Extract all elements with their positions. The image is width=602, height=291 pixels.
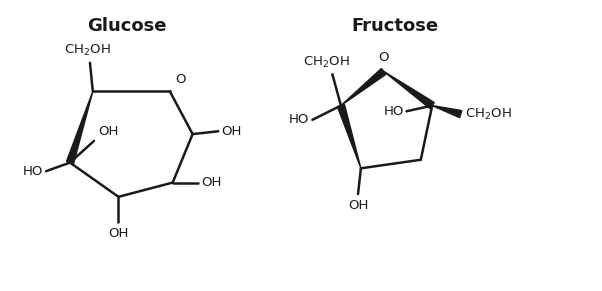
- Text: Fructose: Fructose: [352, 17, 439, 35]
- Text: CH$_2$OH: CH$_2$OH: [64, 43, 110, 58]
- Text: HO: HO: [383, 105, 404, 118]
- Text: OH: OH: [221, 125, 241, 138]
- Text: HO: HO: [289, 113, 309, 126]
- Polygon shape: [383, 71, 434, 109]
- Text: Glucose: Glucose: [87, 17, 167, 35]
- Polygon shape: [341, 68, 386, 106]
- Text: O: O: [176, 73, 186, 86]
- Text: HO: HO: [23, 165, 43, 178]
- Polygon shape: [337, 104, 361, 168]
- Polygon shape: [432, 106, 462, 118]
- Text: O: O: [379, 51, 389, 64]
- Polygon shape: [66, 91, 93, 164]
- Text: OH: OH: [348, 198, 368, 212]
- Text: OH: OH: [201, 176, 222, 189]
- Text: OH: OH: [99, 125, 119, 138]
- Text: OH: OH: [108, 227, 129, 240]
- Text: CH$_2$OH: CH$_2$OH: [465, 107, 512, 122]
- Text: CH$_2$OH: CH$_2$OH: [303, 54, 350, 70]
